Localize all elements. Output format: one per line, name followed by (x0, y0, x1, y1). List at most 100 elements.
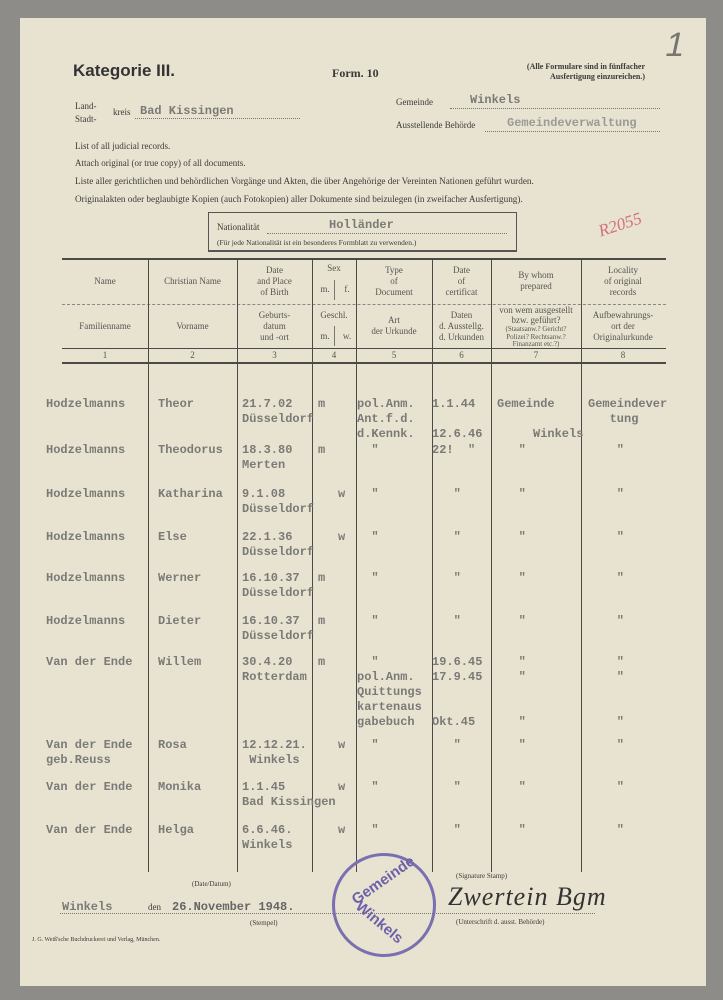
column-header: f. (344, 284, 350, 294)
column-header: Daten d. Ausstellg. d. Urkunden (439, 309, 484, 342)
cell-w: w (338, 823, 346, 837)
form-number: Form. 10 (332, 66, 379, 80)
cell-birth: 16.10.37 Düsseldorf (242, 614, 315, 643)
nationality-box: Nationalität Holländer (Für jede Nationa… (208, 212, 517, 252)
cell-cert: " (432, 571, 461, 585)
cell-loc: " (588, 738, 625, 752)
column-divider (237, 259, 238, 872)
cell-doc: pol.Anm. Ant.f.d. d.Kennk. (357, 397, 415, 441)
stadt-label: Stadt- (75, 114, 97, 124)
cell-cert: " (432, 780, 461, 794)
cell-doc: " (357, 487, 379, 501)
cell-loc: " (588, 614, 625, 628)
column-header: 5 (391, 350, 397, 360)
sex-divider (334, 326, 335, 346)
cell-doc: " (357, 530, 379, 544)
column-header: m. (320, 331, 330, 341)
cell-family: Hodzelmanns (46, 614, 126, 628)
gemeinde-label: Gemeinde (396, 97, 433, 107)
column-header: Christian Name (164, 276, 221, 286)
cell-prep: " (497, 738, 526, 752)
cell-loc: " (588, 780, 625, 794)
cell-given: Willem (158, 655, 202, 669)
column-header: Geburts- datum und -ort (258, 309, 291, 342)
cell-birth: 6.6.46. Winkels (242, 823, 293, 852)
submission-note: (Alle Formulare sind in fünffacher Ausfe… (526, 62, 645, 81)
cell-cert: 19.6.45 17.9.45 Okt.45 (432, 655, 483, 729)
cell-m: m (318, 571, 326, 585)
column-header: 2 (190, 350, 195, 360)
column-header: 3 (272, 350, 277, 360)
cell-w: w (338, 530, 346, 544)
nationality-value: Holländer (329, 218, 394, 232)
cell-prep: " (497, 530, 526, 544)
cell-birth: 21.7.02 Düsseldorf (242, 397, 315, 426)
column-divider (491, 259, 492, 872)
cell-cert: " (432, 614, 461, 628)
column-header: 1 (102, 350, 108, 360)
cell-given: Werner (158, 571, 202, 585)
date-value: 26.November 1948. (172, 900, 295, 914)
cell-m: m (318, 397, 326, 411)
cell-cert: 1.1.44 12.6.46 (432, 397, 483, 441)
printer-credit: J. G. Weiß'sche Buchdruckerei und Verlag… (32, 937, 161, 943)
sex-divider (334, 280, 335, 300)
cell-birth: 16.10.37 Düsseldorf (242, 571, 315, 600)
instruction-line: Liste aller gerichtlichen und behördlich… (75, 176, 534, 186)
cell-loc: " (588, 823, 625, 837)
cell-given: Else (158, 530, 187, 544)
category-title: Kategorie III. (73, 61, 176, 80)
nationality-note: (Für jede Nationalität ist ein besondere… (217, 238, 417, 247)
cell-m: m (318, 614, 326, 628)
cell-given: Katharina (158, 487, 223, 501)
cell-birth: 30.4.20 Rotterdam (242, 655, 307, 684)
cell-cert: " (432, 823, 461, 837)
stamp-top-text: Gemeinde (348, 852, 418, 909)
cell-prep: " (497, 614, 526, 628)
cell-doc: " (357, 443, 379, 457)
cell-w: w (338, 487, 346, 501)
cell-prep: " " " (518, 655, 526, 729)
column-divider (148, 259, 149, 872)
cell-given: Monika (158, 780, 202, 794)
cell-loc: " (588, 487, 625, 501)
column-header: Date of certificat (445, 264, 478, 297)
cell-given: Theor (158, 397, 195, 411)
cell-loc: " (588, 571, 625, 585)
cell-given: Dieter (158, 614, 202, 628)
gemeinde-value: Winkels (470, 93, 521, 107)
column-divider (312, 259, 313, 872)
cell-family: Van der Ende (46, 655, 133, 669)
kreis-value: Bad Kissingen (140, 104, 234, 118)
column-header: m. (320, 284, 330, 294)
instruction-line: Originalakten oder beglaubigte Kopien (a… (75, 194, 523, 204)
den-label: den (148, 902, 161, 912)
cell-family: Hodzelmanns (46, 397, 126, 411)
column-header: von wem ausgestellt bzw. geführt? (499, 305, 573, 325)
cell-loc: " (588, 530, 625, 544)
signature: Zwertein Bgm (448, 882, 607, 911)
column-header: Aufbewahrungs- ort der Originalurkunde (592, 309, 654, 342)
cell-birth: 9.1.08 Düsseldorf (242, 487, 315, 516)
cell-cert: " (432, 530, 461, 544)
cell-m: m (318, 655, 326, 669)
stamp-bottom-text: Winkels (352, 897, 407, 948)
cell-loc: Gemeindever tung (588, 397, 668, 426)
cell-birth: 1.1.45 Bad Kissingen (242, 780, 336, 809)
column-header: Geschl. (320, 310, 348, 320)
cell-family: Van der Ende (46, 823, 133, 837)
column-header: Name (94, 276, 116, 286)
place-value: Winkels (62, 900, 113, 914)
column-divider (581, 259, 582, 872)
cell-w: w (338, 780, 346, 794)
cell-doc: " (357, 614, 379, 628)
cell-prep: " (497, 823, 526, 837)
column-header: 8 (620, 350, 626, 360)
authority-value: Gemeindeverwaltung (507, 116, 637, 130)
column-divider (432, 259, 433, 872)
cell-prep: " (497, 780, 526, 794)
instruction-line: List of all judicial records. (75, 141, 171, 151)
cell-loc: " " " (616, 655, 625, 729)
cell-given: Rosa (158, 738, 187, 752)
column-header: Vorname (176, 320, 209, 331)
